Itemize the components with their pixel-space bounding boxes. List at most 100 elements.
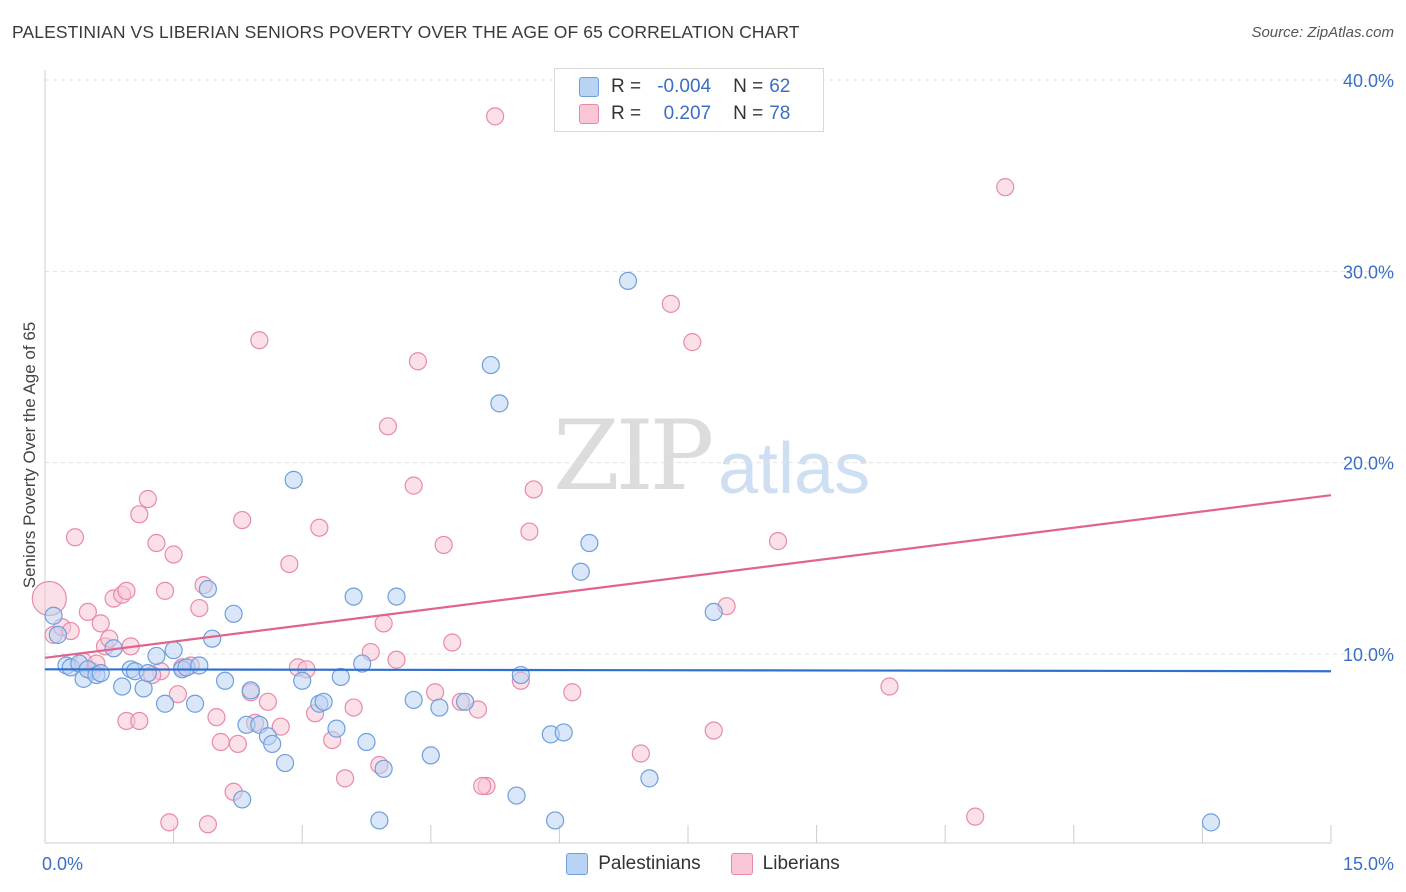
data-point: [117, 581, 136, 600]
data-point: [455, 692, 475, 711]
x-tick-label: 0.0%: [42, 854, 83, 874]
data-point: [387, 587, 406, 606]
n-value-palestinians: 62: [769, 76, 791, 97]
data-point: [331, 667, 350, 687]
data-point: [215, 671, 235, 690]
r-value-liberians: 0.207: [663, 103, 712, 124]
trend-line-palestinians: [44, 668, 1332, 673]
data-point: [563, 683, 582, 702]
data-point: [768, 532, 788, 551]
data-point: [91, 664, 110, 683]
data-point: [996, 178, 1015, 197]
data-point: [211, 732, 230, 752]
data-point: [134, 679, 153, 698]
chart-title: PALESTINIAN VS LIBERIAN SENIORS POVERTY …: [12, 22, 800, 42]
data-point: [378, 417, 398, 436]
legend-item-palestinians: Palestinians: [566, 853, 701, 875]
series-legend: Palestinians Liberians: [0, 851, 1406, 877]
data-point: [147, 646, 166, 666]
data-point: [327, 719, 346, 738]
n-label: N =: [733, 76, 764, 97]
data-point: [683, 333, 702, 352]
data-point: [618, 271, 638, 290]
data-point: [164, 641, 183, 660]
data-point: [546, 811, 565, 830]
data-point: [280, 554, 299, 574]
legend-label-palestinians: Palestinians: [598, 853, 701, 874]
source-credit: Source: ZipAtlas.com: [1251, 24, 1394, 41]
data-point: [147, 533, 166, 553]
data-point: [640, 769, 659, 788]
liberians-points: [31, 107, 1015, 834]
data-point: [233, 510, 252, 530]
data-point: [190, 598, 209, 618]
blue-swatch: [566, 853, 589, 875]
data-point: [425, 683, 445, 702]
data-point: [661, 294, 680, 313]
data-point: [880, 677, 899, 696]
data-point: [571, 562, 590, 581]
data-point: [486, 107, 505, 126]
legend-row-palestinians: R = -0.004 N = 62: [579, 75, 813, 99]
palestinians-points: [44, 271, 1221, 832]
pink-swatch: [730, 853, 753, 875]
data-point: [335, 769, 355, 788]
n-value-liberians: 78: [769, 103, 791, 124]
data-point: [490, 394, 509, 413]
data-point: [421, 746, 440, 765]
data-point: [524, 480, 543, 499]
data-point: [164, 545, 183, 564]
data-point: [203, 629, 222, 648]
data-point: [1201, 813, 1221, 832]
n-label: N =: [733, 103, 764, 124]
data-point: [275, 753, 295, 773]
data-point: [130, 505, 149, 524]
data-point: [408, 352, 428, 371]
data-point: [250, 331, 269, 350]
data-point: [473, 776, 492, 796]
data-point: [271, 717, 290, 736]
data-point: [704, 602, 723, 622]
data-point: [314, 692, 333, 711]
data-point: [228, 734, 247, 754]
data-point: [344, 698, 363, 717]
watermark-atlas: atlas: [718, 429, 871, 509]
y-tick-label: 10.0%: [1343, 645, 1394, 665]
y-tick-label: 20.0%: [1343, 454, 1394, 474]
y-tick-label: 30.0%: [1343, 262, 1394, 282]
data-point: [284, 470, 303, 489]
data-point: [370, 811, 389, 830]
data-point: [344, 587, 363, 606]
legend-label-liberians: Liberians: [762, 853, 840, 874]
data-point: [113, 677, 132, 696]
data-point: [704, 721, 723, 740]
data-point: [404, 690, 423, 710]
data-point: [434, 535, 453, 555]
grid-layer: [45, 79, 1392, 655]
data-point: [207, 708, 226, 727]
data-point: [160, 813, 179, 832]
data-point: [631, 744, 650, 763]
data-point: [138, 489, 157, 509]
pink-swatch: [579, 104, 599, 124]
data-point: [404, 476, 423, 495]
y-tick-label: 40.0%: [1343, 71, 1394, 91]
data-point: [387, 650, 406, 669]
data-point: [357, 732, 376, 752]
data-point: [190, 656, 209, 675]
data-point: [507, 786, 526, 805]
data-point: [224, 604, 243, 623]
data-point: [198, 815, 217, 834]
data-point: [310, 518, 329, 537]
data-point: [520, 522, 539, 541]
blue-swatch: [579, 77, 599, 97]
data-point: [374, 759, 393, 778]
data-point: [554, 723, 573, 742]
r-label: R =: [611, 103, 642, 124]
data-point: [78, 602, 97, 622]
correlation-legend: R = -0.004 N = 62 R = 0.207 N = 78: [554, 68, 824, 132]
data-point: [374, 614, 393, 633]
data-point: [155, 581, 175, 600]
data-point: [966, 807, 985, 826]
data-point: [130, 711, 149, 731]
